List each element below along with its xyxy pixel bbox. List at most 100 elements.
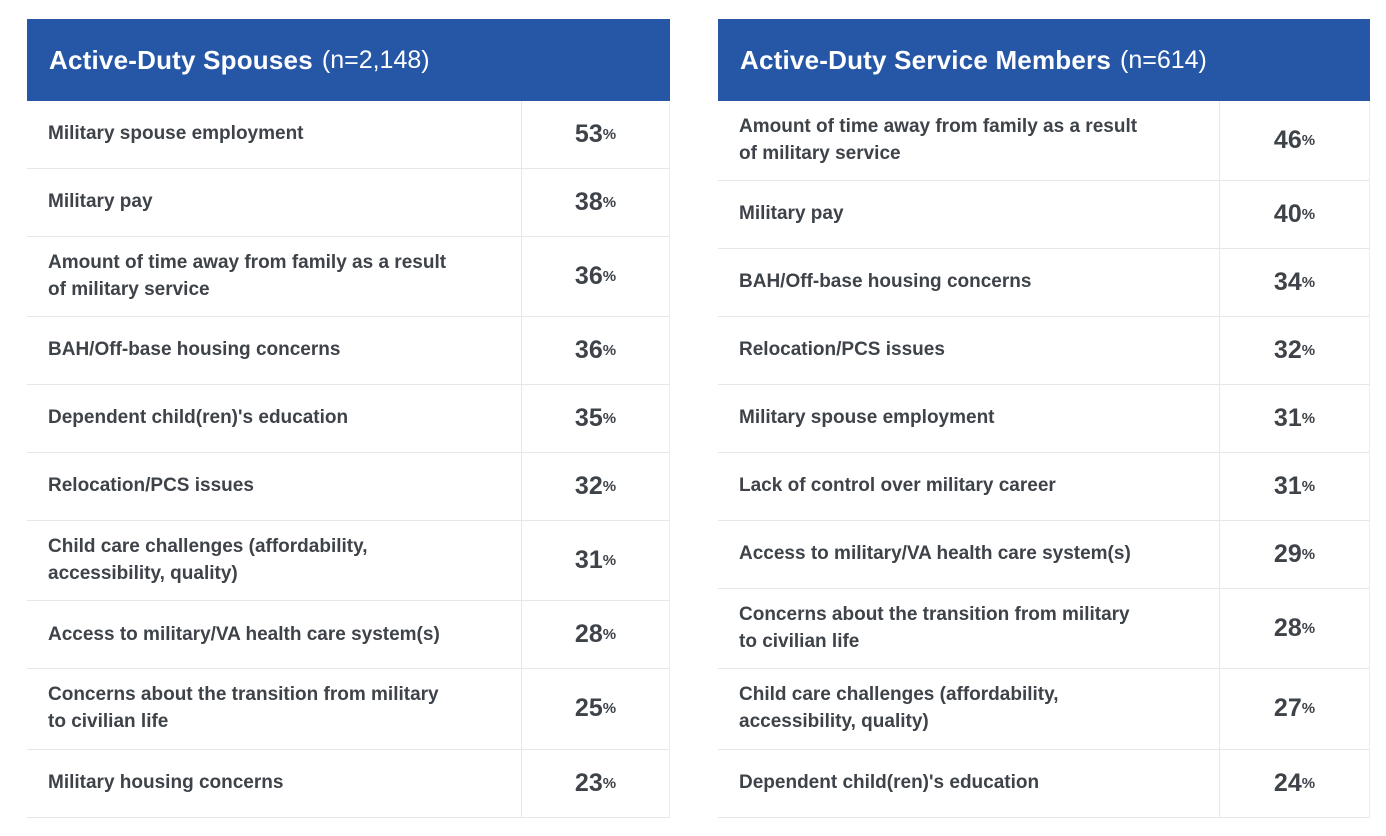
row-label: Military pay	[739, 203, 844, 225]
table-row: Lack of control over military career 31%	[718, 453, 1369, 522]
table-row: Military spouse employment 53%	[27, 101, 669, 169]
table-row: Access to military/VA health care system…	[718, 521, 1369, 590]
row-value-cell: 29%	[1219, 521, 1369, 589]
table-row: Dependent child(ren)'s education 24%	[718, 749, 1369, 818]
table-row: Dependent child(ren)'s education 35%	[27, 385, 669, 454]
table-active-duty-service-members: Active-Duty Service Members (n=614) Amou…	[718, 19, 1370, 818]
row-value-number: 46	[1273, 126, 1302, 155]
table-row: BAH/Off-base housing concerns 36%	[27, 317, 669, 386]
percent-sign: %	[1301, 274, 1316, 292]
percent-sign: %	[1301, 132, 1316, 150]
percent-sign: %	[1301, 206, 1316, 224]
row-label: Military spouse employment	[739, 407, 995, 429]
row-label: Military spouse employment	[48, 123, 304, 145]
row-label: Access to military/VA health care system…	[739, 543, 1131, 565]
row-value-number: 35	[574, 404, 603, 433]
row-label: Dependent child(ren)'s education	[48, 407, 349, 429]
row-label: Amount of time away from family as a res…	[739, 116, 1138, 164]
table-title: Active-Duty Service Members	[740, 44, 1111, 75]
row-value-number: 32	[574, 472, 603, 501]
table-row: Concerns about the transition from milit…	[718, 589, 1369, 670]
row-value-number: 38	[574, 188, 603, 216]
row-value-number: 29	[1273, 540, 1302, 569]
row-value-cell: 34%	[1219, 249, 1369, 317]
row-label: BAH/Off-base housing concerns	[48, 339, 341, 361]
percent-sign: %	[1301, 620, 1316, 638]
row-label: Relocation/PCS issues	[48, 475, 254, 497]
row-value-cell: 31%	[1219, 453, 1369, 521]
percent-sign: %	[602, 700, 617, 718]
row-value-number: 32	[1273, 336, 1302, 365]
table-row: Military spouse employment 31%	[718, 385, 1369, 454]
row-label: Military housing concerns	[48, 771, 284, 793]
row-value-number: 34	[1273, 268, 1302, 297]
percent-sign: %	[1301, 342, 1316, 360]
row-value-number: 31	[574, 546, 603, 575]
row-value-cell: 31%	[521, 521, 669, 601]
percent-sign: %	[1301, 774, 1316, 792]
row-value-cell: 28%	[521, 601, 669, 669]
row-value-number: 28	[574, 620, 603, 649]
service-members-table-body: Amount of time away from family as a res…	[718, 101, 1370, 818]
row-label: Dependent child(ren)'s education	[739, 771, 1040, 793]
row-label: Amount of time away from family as a res…	[48, 252, 447, 300]
row-value-cell: 46%	[1219, 101, 1369, 181]
row-value-cell: 36%	[521, 317, 669, 385]
row-value-cell: 28%	[1219, 589, 1369, 669]
table-row: Military pay 38%	[27, 169, 669, 237]
table-active-duty-spouses: Active-Duty Spouses (n=2,148) Military s…	[27, 19, 670, 818]
row-value-cell: 32%	[521, 453, 669, 521]
percent-sign: %	[602, 552, 617, 570]
table-title: Active-Duty Spouses	[49, 44, 313, 75]
row-value-cell: 27%	[1219, 669, 1369, 749]
row-value-cell: 31%	[1219, 385, 1369, 453]
table-row: Access to military/VA health care system…	[27, 601, 669, 670]
service-members-table-header: Active-Duty Service Members (n=614)	[718, 19, 1370, 101]
table-row: Relocation/PCS issues 32%	[718, 317, 1369, 386]
percent-sign: %	[1301, 410, 1316, 428]
table-row: Child care challenges (affordability, ac…	[27, 521, 669, 602]
percent-sign: %	[1301, 700, 1316, 718]
spouses-table-header: Active-Duty Spouses (n=2,148)	[27, 19, 670, 101]
percent-sign: %	[1301, 546, 1316, 564]
table-row: Amount of time away from family as a res…	[718, 101, 1369, 182]
percent-sign: %	[602, 268, 617, 286]
table-sample-size: (n=614)	[1120, 45, 1207, 74]
row-value-cell: 25%	[521, 669, 669, 749]
row-value-number: 23	[574, 768, 603, 797]
row-value-cell: 23%	[521, 749, 669, 817]
spouses-table-body: Military spouse employment 53% Military …	[27, 101, 670, 818]
row-value-cell: 38%	[521, 169, 669, 236]
row-label: Military pay	[48, 191, 153, 213]
row-value-number: 27	[1273, 694, 1302, 723]
percent-sign: %	[1301, 478, 1316, 496]
row-value-number: 36	[574, 336, 603, 365]
table-row: Military housing concerns 23%	[27, 749, 669, 818]
row-value-number: 40	[1273, 200, 1302, 229]
table-row: Relocation/PCS issues 32%	[27, 453, 669, 522]
percent-sign: %	[602, 478, 617, 496]
row-label: Lack of control over military career	[739, 475, 1056, 497]
row-label: Concerns about the transition from milit…	[739, 604, 1130, 652]
row-value-number: 25	[574, 694, 603, 723]
table-row: Amount of time away from family as a res…	[27, 237, 669, 318]
table-row: Military pay 40%	[718, 181, 1369, 250]
row-value-cell: 36%	[521, 237, 669, 317]
percent-sign: %	[602, 410, 617, 428]
table-row: Child care challenges (affordability, ac…	[718, 669, 1369, 750]
row-label: Child care challenges (affordability, ac…	[739, 684, 1059, 732]
table-row: Concerns about the transition from milit…	[27, 669, 669, 750]
row-value-cell: 32%	[1219, 317, 1369, 385]
row-value-number: 31	[1273, 472, 1302, 501]
row-label: BAH/Off-base housing concerns	[739, 271, 1032, 293]
survey-top-issues-figure: Active-Duty Spouses (n=2,148) Military s…	[27, 19, 1370, 818]
row-value-number: 53	[574, 120, 603, 148]
row-value-number: 28	[1273, 614, 1302, 643]
row-value-number: 24	[1273, 768, 1302, 797]
percent-sign: %	[602, 626, 617, 644]
row-label: Access to military/VA health care system…	[48, 623, 440, 645]
row-value-cell: 35%	[521, 385, 669, 453]
table-row: BAH/Off-base housing concerns 34%	[718, 249, 1369, 318]
percent-sign: %	[602, 126, 617, 143]
row-label: Relocation/PCS issues	[739, 339, 945, 361]
